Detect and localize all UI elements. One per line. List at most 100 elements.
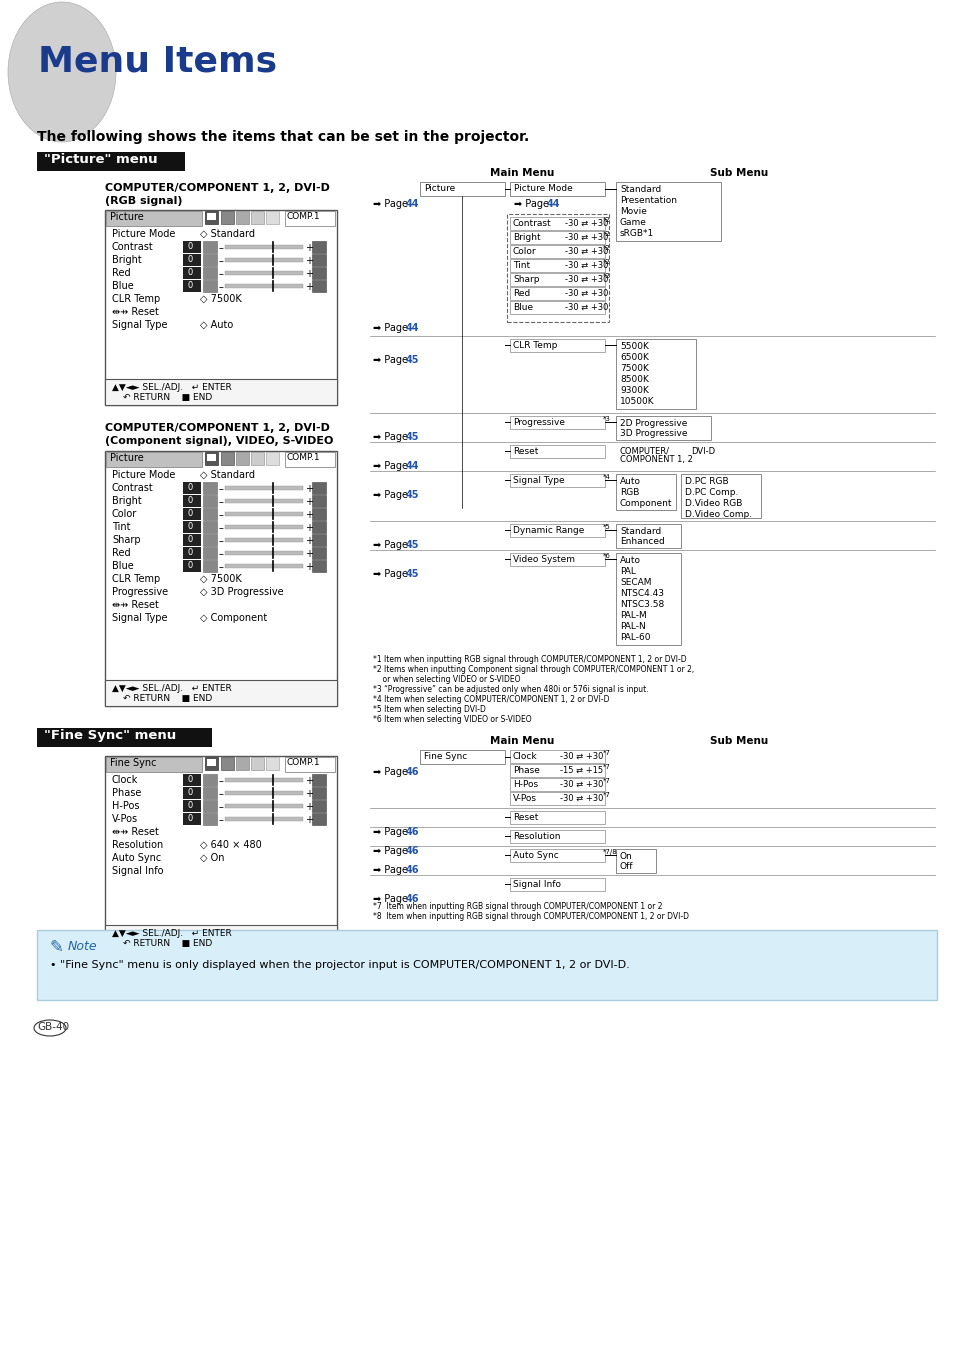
Text: Color: Color xyxy=(112,509,137,520)
Text: Fine Sync: Fine Sync xyxy=(423,752,467,760)
Text: Picture: Picture xyxy=(110,213,144,222)
Bar xyxy=(205,211,218,223)
Bar xyxy=(510,416,604,429)
Text: Picture Mode: Picture Mode xyxy=(514,184,572,192)
Text: Menu Items: Menu Items xyxy=(38,44,276,79)
Text: Enhanced: Enhanced xyxy=(619,537,664,546)
Bar xyxy=(680,474,760,518)
Bar xyxy=(105,210,336,405)
Bar xyxy=(225,525,303,529)
Bar xyxy=(235,452,249,464)
Text: –: – xyxy=(219,244,224,253)
Text: ➡ Page: ➡ Page xyxy=(373,767,411,777)
Text: ⇹⇸ Reset: ⇹⇸ Reset xyxy=(112,600,159,610)
Text: –: – xyxy=(219,789,224,800)
Text: –: – xyxy=(219,283,224,292)
Bar xyxy=(203,813,216,825)
Text: 0: 0 xyxy=(188,801,193,810)
Text: +: + xyxy=(305,283,313,292)
Bar xyxy=(105,925,336,952)
Text: 44: 44 xyxy=(406,460,419,471)
Text: +: + xyxy=(305,256,313,267)
Text: 45: 45 xyxy=(406,355,419,365)
Text: –: – xyxy=(219,485,224,494)
Bar xyxy=(203,495,216,507)
Bar xyxy=(312,507,326,520)
Bar xyxy=(183,774,201,786)
Bar xyxy=(312,495,326,507)
Bar xyxy=(203,507,216,520)
Text: 45: 45 xyxy=(406,432,419,441)
Bar xyxy=(106,452,202,467)
Text: Signal Type: Signal Type xyxy=(513,476,564,485)
Bar xyxy=(510,830,604,843)
Bar xyxy=(510,765,604,777)
Bar xyxy=(203,241,216,253)
Text: ➡ Page: ➡ Page xyxy=(373,490,411,499)
Text: –: – xyxy=(219,269,224,279)
Text: H-Pos: H-Pos xyxy=(112,801,139,812)
Bar xyxy=(510,339,604,353)
Bar xyxy=(203,482,216,494)
Text: 0: 0 xyxy=(188,483,193,493)
Text: –: – xyxy=(219,814,224,825)
Text: –: – xyxy=(219,802,224,812)
Text: Note: Note xyxy=(68,940,97,953)
Bar xyxy=(510,258,604,272)
Text: 0: 0 xyxy=(188,548,193,557)
Text: V-Pos: V-Pos xyxy=(513,794,537,804)
Text: 44: 44 xyxy=(406,199,419,209)
Text: ◇ 3D Progressive: ◇ 3D Progressive xyxy=(200,587,283,598)
Text: -15 ⇄ +15: -15 ⇄ +15 xyxy=(559,766,602,775)
Bar xyxy=(183,546,201,559)
Bar xyxy=(203,787,216,800)
Bar xyxy=(203,521,216,533)
Text: +: + xyxy=(305,563,313,572)
Text: *4: *4 xyxy=(602,474,610,481)
Bar xyxy=(312,241,326,253)
Text: 46: 46 xyxy=(406,847,419,856)
Text: ➡ Page: ➡ Page xyxy=(373,865,411,875)
Text: Color: Color xyxy=(513,248,536,256)
Bar xyxy=(616,524,680,548)
Bar xyxy=(616,182,720,241)
Bar xyxy=(251,756,264,770)
Text: ➡ Page: ➡ Page xyxy=(373,569,411,579)
Bar xyxy=(510,791,604,805)
Text: ◇ Component: ◇ Component xyxy=(200,612,267,623)
Text: or when selecting VIDEO or S-VIDEO: or when selecting VIDEO or S-VIDEO xyxy=(373,674,520,684)
Text: *7: *7 xyxy=(602,791,610,798)
Text: V-Pos: V-Pos xyxy=(112,814,138,824)
Bar xyxy=(616,553,680,645)
Text: Tint: Tint xyxy=(112,522,131,532)
Bar xyxy=(225,564,303,568)
Text: ➡ Page: ➡ Page xyxy=(373,323,411,332)
Text: Progressive: Progressive xyxy=(513,419,564,427)
Text: –: – xyxy=(219,256,224,267)
Text: COMP.1: COMP.1 xyxy=(287,213,320,221)
Text: *4 Item when selecting COMPUTER/COMPONENT 1, 2 or DVI-D: *4 Item when selecting COMPUTER/COMPONEN… xyxy=(373,695,609,704)
Bar xyxy=(225,817,303,821)
Text: Signal Info: Signal Info xyxy=(112,865,163,876)
Text: Red: Red xyxy=(112,268,131,279)
Bar xyxy=(510,524,604,537)
Text: ▲▼◄► SEL./ADJ.   ↵ ENTER: ▲▼◄► SEL./ADJ. ↵ ENTER xyxy=(112,684,232,693)
Bar xyxy=(510,232,604,244)
Bar xyxy=(510,750,604,763)
Text: Video System: Video System xyxy=(513,555,575,564)
Bar xyxy=(251,452,264,464)
Bar xyxy=(312,787,326,800)
Text: –: – xyxy=(219,510,224,520)
Text: 46: 46 xyxy=(406,865,419,875)
Bar xyxy=(183,534,201,546)
Text: *3 “Progressive” can be adjusted only when 480i or 576i signal is input.: *3 “Progressive” can be adjusted only wh… xyxy=(373,685,648,695)
Text: 6500K: 6500K xyxy=(619,353,648,362)
Text: Sharp: Sharp xyxy=(513,275,539,284)
Text: –: – xyxy=(219,549,224,559)
Text: -30 ⇄ +30: -30 ⇄ +30 xyxy=(559,794,602,804)
Text: Contrast: Contrast xyxy=(112,242,153,252)
Bar xyxy=(510,446,604,458)
Text: Bright: Bright xyxy=(112,495,142,506)
Bar xyxy=(183,254,201,267)
Text: COMP.1: COMP.1 xyxy=(287,454,320,462)
